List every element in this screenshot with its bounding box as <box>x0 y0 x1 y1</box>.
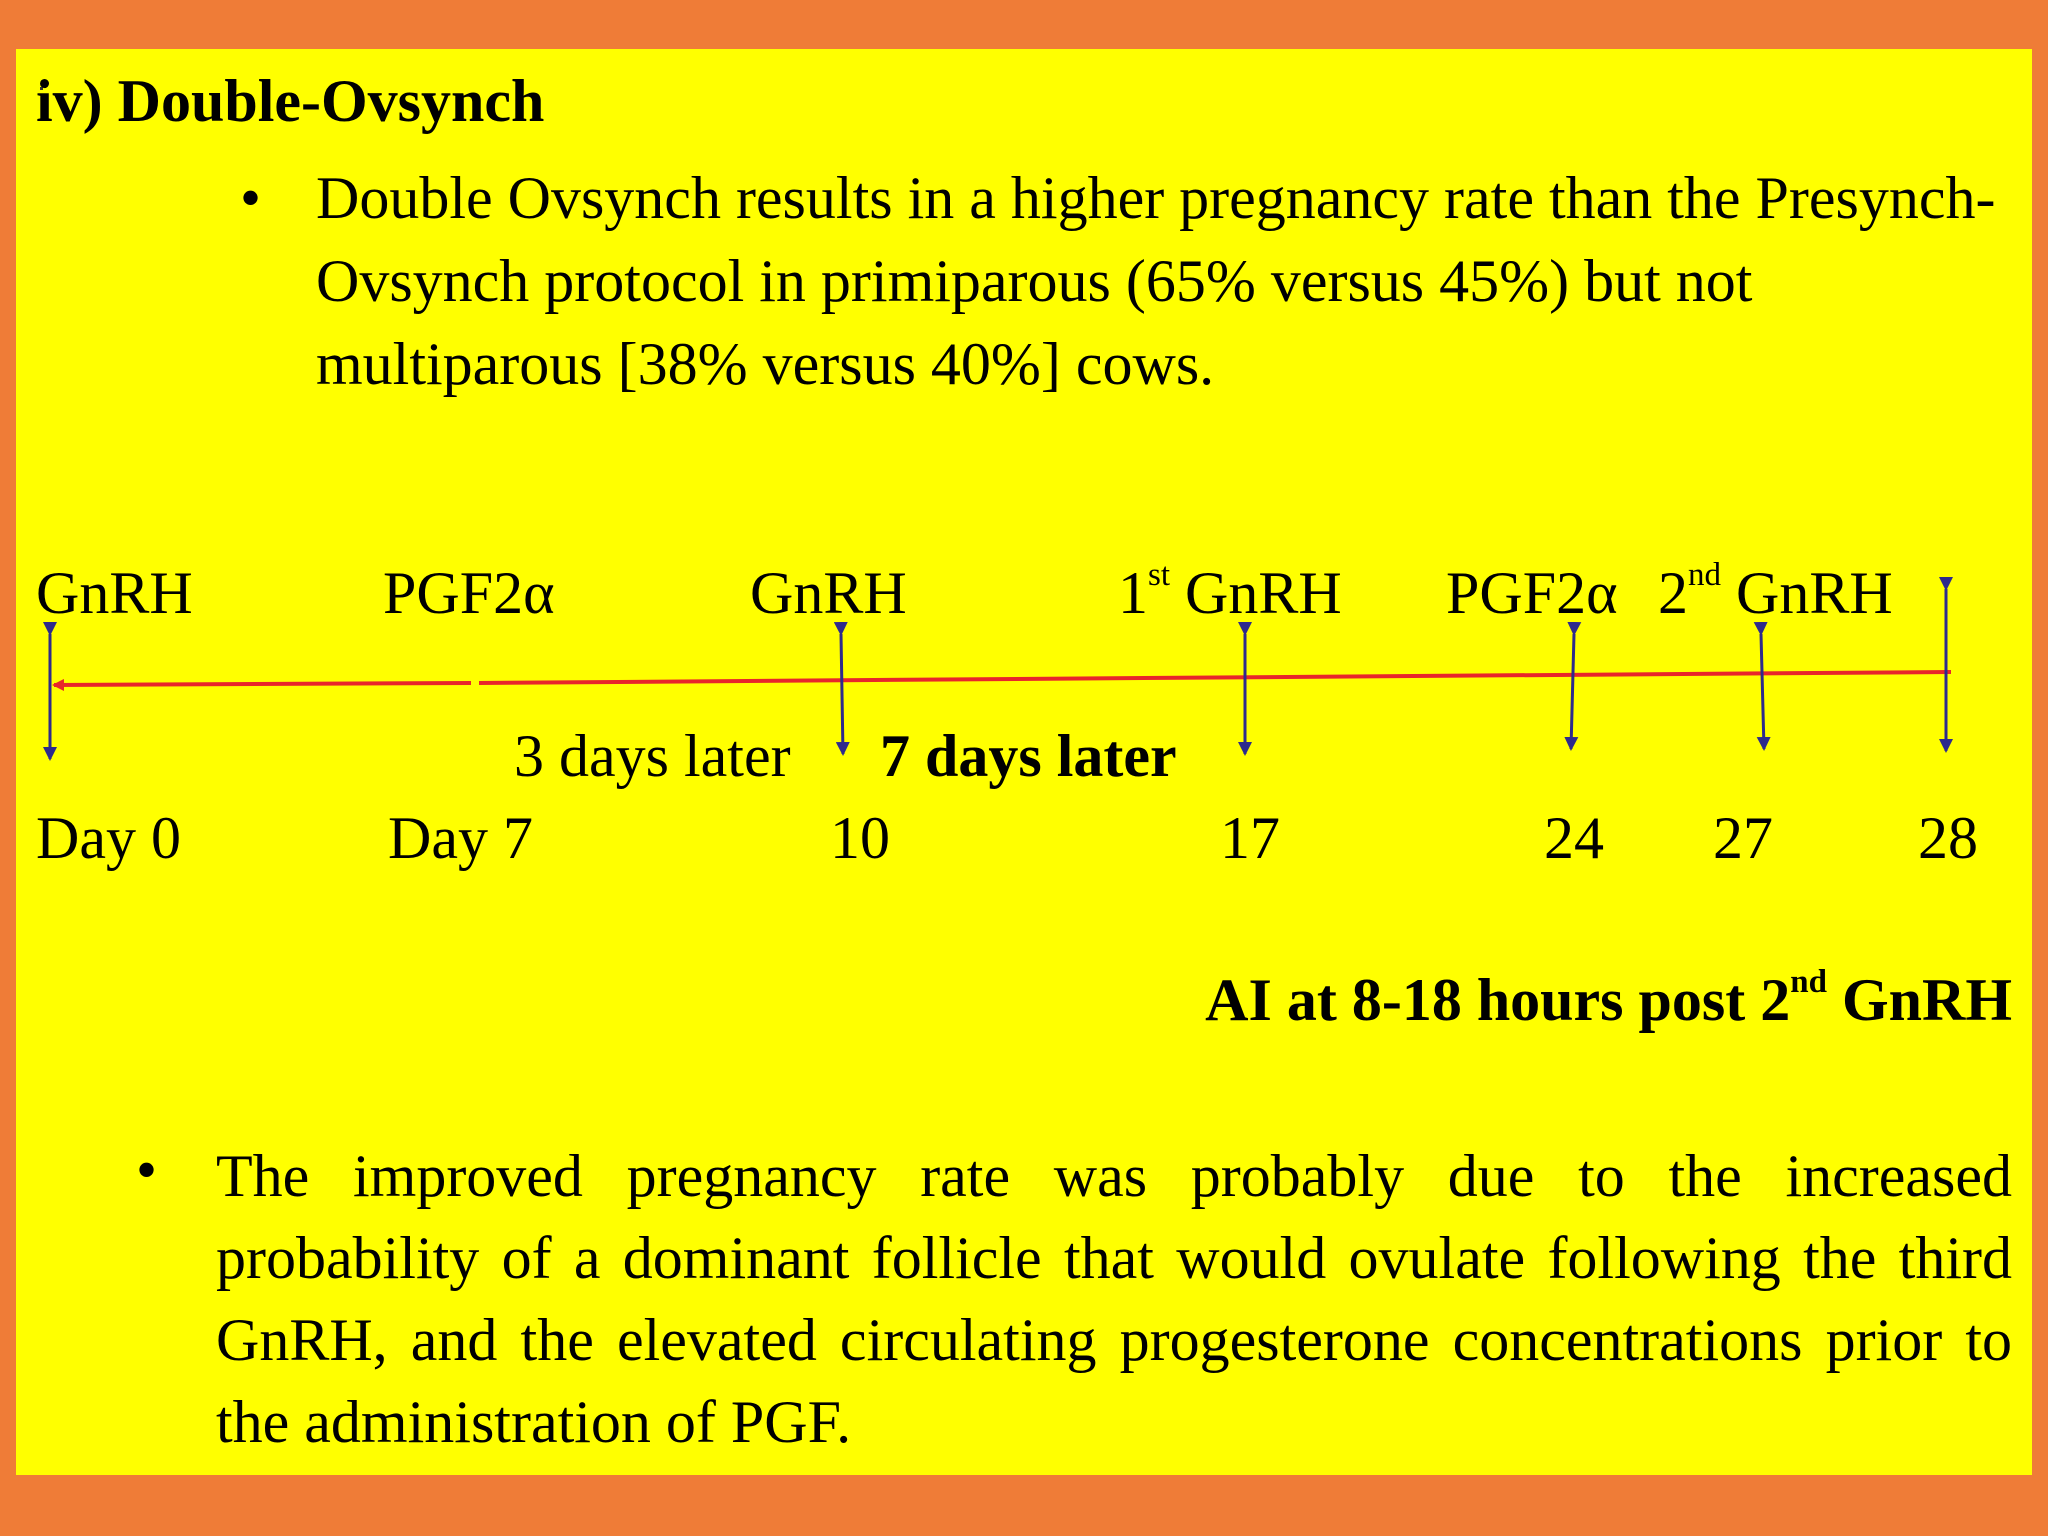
bullet-improved-rate: The improved pregnancy rate was probably… <box>216 1143 2012 1455</box>
day-label-0: Day 0 <box>36 805 181 871</box>
arrow-day27 <box>1753 621 1771 751</box>
bullet-marker: • <box>136 1137 158 1203</box>
label-second-gnrh-day27: 2nd GnRH <box>1658 556 1893 626</box>
label-pgf-day7: PGF2α <box>383 560 555 626</box>
label-gnrh-day0: GnRH <box>36 560 193 626</box>
label-three-days-later: 3 days later <box>514 723 791 789</box>
ai-note: AI at 8-18 hours post 2nd GnRH <box>1205 963 2012 1033</box>
timeline-diagram <box>43 577 1953 761</box>
day-label-7: Day 7 <box>388 805 533 871</box>
day-label-28: 28 <box>1918 805 1978 871</box>
corner-dot <box>40 87 43 90</box>
label-seven-days-later: 7 days later <box>880 723 1177 789</box>
bullet-marker: • <box>240 165 262 231</box>
bullet-pregnancy-rate: Double Ovsynch results in a higher pregn… <box>316 165 1996 397</box>
timeline-axis-right <box>478 670 1952 685</box>
day-label-27: 27 <box>1713 805 1773 871</box>
day-label-24: 24 <box>1544 805 1604 871</box>
day-label-17: 17 <box>1220 805 1280 871</box>
label-first-gnrh-day17: 1st GnRH <box>1118 556 1342 626</box>
arrow-day10 <box>833 621 850 756</box>
timeline-axis <box>52 678 472 691</box>
arrow-day24 <box>1564 621 1582 751</box>
label-pgf-day24: PGF2α <box>1446 560 1618 626</box>
label-gnrh-day10: GnRH <box>750 560 907 626</box>
slide-title: iv) Double-Ovsynch <box>36 68 545 134</box>
day-label-10: 10 <box>830 805 890 871</box>
slide: iv) Double-Ovsynch • Double Ovsynch resu… <box>16 49 2032 1475</box>
